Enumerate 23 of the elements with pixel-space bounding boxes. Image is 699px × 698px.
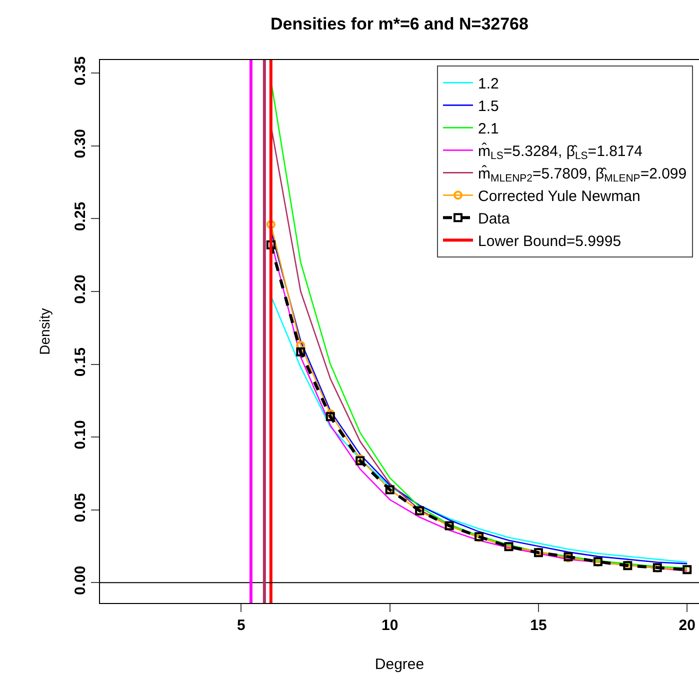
y-tick-label: 0.20 [72, 274, 89, 304]
y-tick-label: 0.00 [72, 566, 89, 595]
x-tick-label: 5 [237, 617, 246, 634]
legend-label: m̂$_{LS}$=5.3284, β̂$_{LS}$=1.8174 [478, 142, 642, 162]
legend-label: 1.5 [478, 98, 499, 116]
legend-label: m̂$_{MLENP2}$=5.7809, β̂$_{MLENP}$=2.099 [478, 165, 687, 185]
y-tick-label: 0.10 [72, 420, 89, 450]
x-tick-label: 15 [530, 617, 547, 634]
x-axis-title: Degree [374, 656, 424, 673]
y-tick-label: 0.35 [72, 56, 89, 86]
legend-label: 1.2 [478, 76, 499, 93]
y-axis-title: Density [36, 308, 53, 355]
x-tick-label: 20 [678, 617, 696, 634]
legend-label: 2.1 [478, 120, 499, 138]
y-tick-label: 0.25 [72, 202, 89, 232]
chart-title: Densities for m*=6 and N=32768 [270, 14, 528, 34]
legend-label: Data [478, 210, 510, 228]
legend-label: Corrected Yule Newman [478, 188, 640, 206]
y-tick-label: 0.05 [72, 492, 89, 522]
legend-label: Lower Bound=5.9995 [478, 233, 622, 250]
y-tick-label: 0.30 [72, 129, 89, 158]
x-tick-label: 10 [381, 617, 398, 634]
y-tick-label: 0.15 [72, 347, 89, 377]
